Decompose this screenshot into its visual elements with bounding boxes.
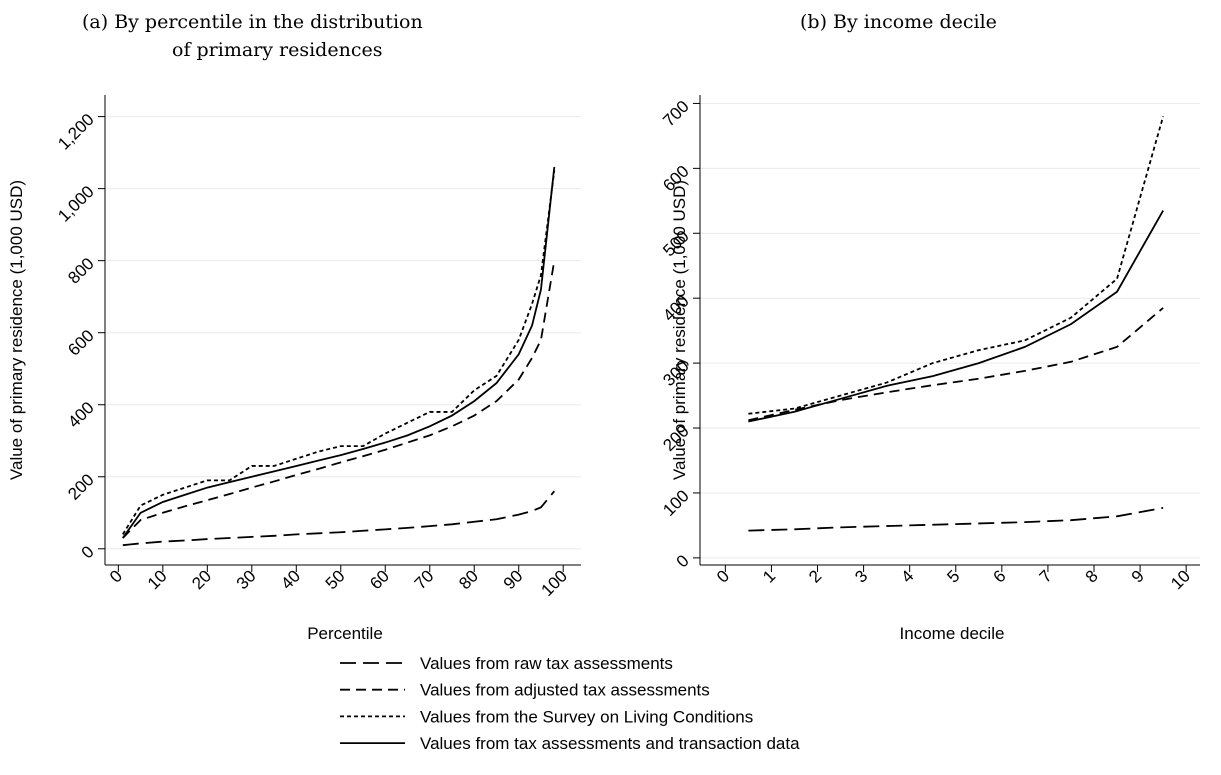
legend-label: Values from tax assessments and transact… bbox=[420, 734, 800, 753]
x-tick-label: 9 bbox=[1128, 566, 1148, 586]
x-tick-label: 4 bbox=[897, 566, 917, 586]
x-tick-label: 20 bbox=[188, 566, 215, 593]
x-tick-label: 30 bbox=[233, 566, 260, 593]
y-axis-label: Value of primary residence (1,000 USD) bbox=[7, 180, 26, 480]
x-tick-label: 2 bbox=[805, 566, 825, 586]
x-tick-label: 100 bbox=[538, 566, 571, 599]
x-axis-label: Income decile bbox=[900, 624, 1005, 643]
x-tick-label: 40 bbox=[277, 566, 304, 593]
x-tick-label: 10 bbox=[144, 566, 171, 593]
series-line bbox=[122, 166, 556, 539]
y-tick-label: 400 bbox=[64, 398, 97, 431]
x-tick-label: 6 bbox=[990, 566, 1010, 586]
x-tick-label: 1 bbox=[759, 566, 779, 586]
chart-title: of primary residences bbox=[172, 39, 382, 61]
series-line bbox=[748, 116, 1164, 415]
x-axis-label: Percentile bbox=[307, 624, 383, 643]
x-tick-label: 50 bbox=[322, 566, 349, 593]
x-tick-label: 8 bbox=[1082, 566, 1102, 586]
series-line bbox=[122, 170, 556, 535]
legend-label: Values from the Survey on Living Conditi… bbox=[420, 707, 753, 726]
chart-title: (b) By income decile bbox=[800, 11, 997, 33]
series-line bbox=[748, 210, 1164, 423]
y-tick-label: 200 bbox=[64, 470, 97, 503]
y-tick-label: 1,000 bbox=[54, 182, 98, 226]
series-line bbox=[122, 260, 556, 539]
x-tick-label: 80 bbox=[455, 566, 482, 593]
y-tick-label: 100 bbox=[659, 486, 692, 519]
y-tick-label: 800 bbox=[64, 254, 97, 287]
x-tick-label: 90 bbox=[500, 566, 527, 593]
x-tick-label: 70 bbox=[411, 566, 438, 593]
y-tick-label: 0 bbox=[673, 551, 693, 571]
x-tick-label: 3 bbox=[851, 566, 871, 586]
legend-label: Values from raw tax assessments bbox=[420, 654, 673, 673]
chart-title: (a) By percentile in the distribution bbox=[82, 11, 423, 33]
y-axis-label: Value of primary residence (1,000 USD) bbox=[670, 180, 689, 480]
y-tick-label: 0 bbox=[78, 542, 98, 562]
x-tick-label: 0 bbox=[713, 566, 733, 586]
y-tick-label: 700 bbox=[659, 97, 692, 130]
series-line bbox=[122, 490, 556, 547]
x-tick-label: 60 bbox=[366, 566, 393, 593]
series-line bbox=[748, 506, 1164, 532]
y-tick-label: 1,200 bbox=[54, 110, 98, 154]
y-tick-label: 600 bbox=[64, 326, 97, 359]
x-tick-label: 10 bbox=[1167, 566, 1194, 593]
x-tick-label: 7 bbox=[1036, 566, 1056, 586]
legend-label: Values from adjusted tax assessments bbox=[420, 681, 710, 700]
x-tick-label: 5 bbox=[943, 566, 963, 586]
x-tick-label: 0 bbox=[106, 566, 126, 586]
